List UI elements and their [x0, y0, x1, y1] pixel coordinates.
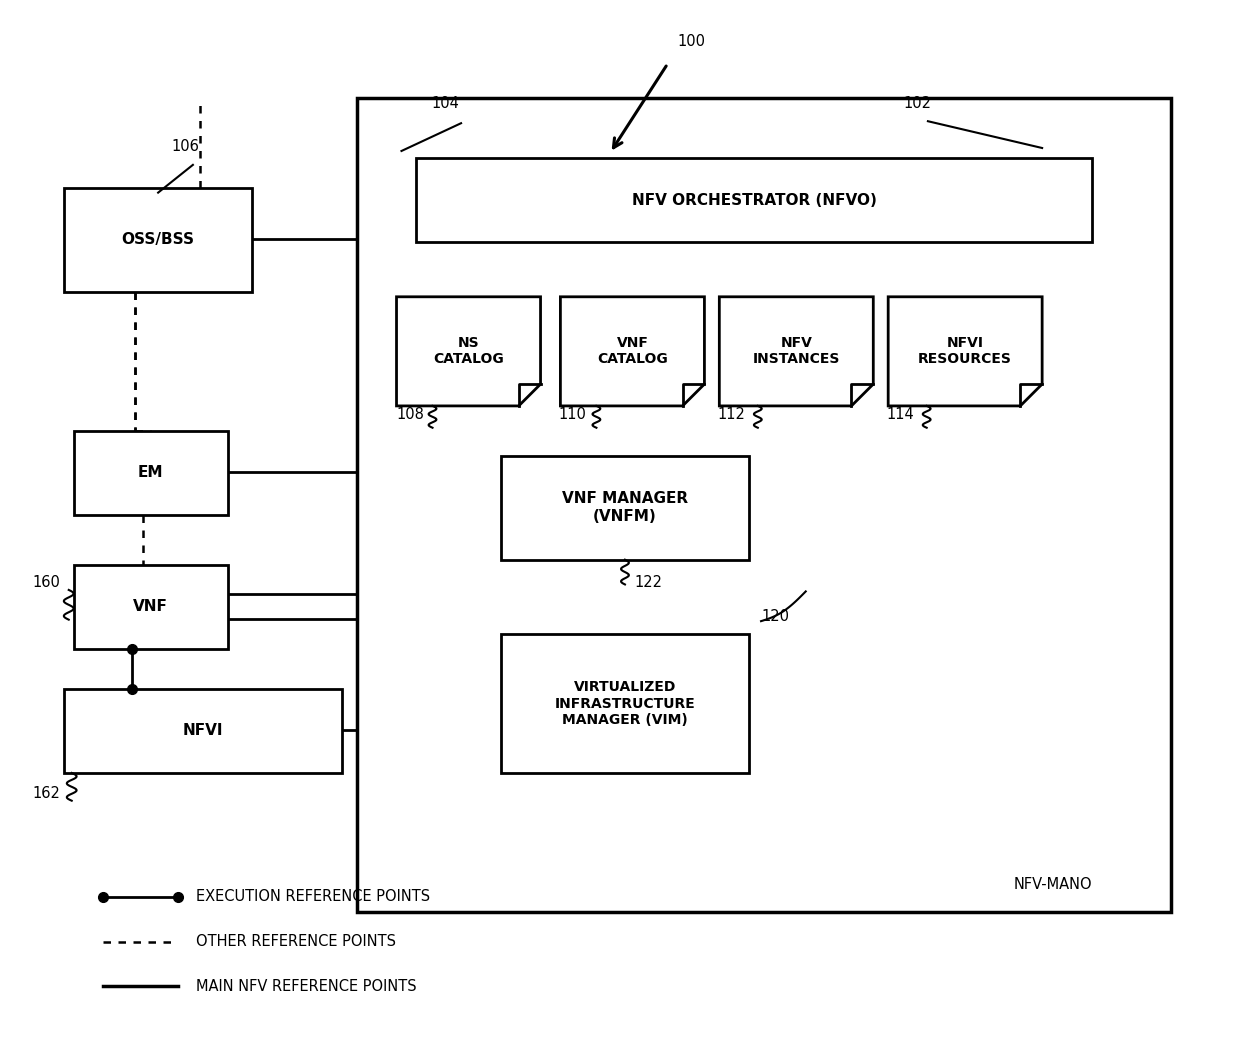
Text: 110: 110: [558, 407, 587, 422]
Text: 122: 122: [635, 576, 663, 590]
Text: EXECUTION REFERENCE POINTS: EXECUTION REFERENCE POINTS: [196, 890, 430, 904]
Text: NFVI
RESOURCES: NFVI RESOURCES: [919, 336, 1012, 366]
Text: VNF
CATALOG: VNF CATALOG: [596, 336, 668, 366]
Polygon shape: [560, 297, 704, 405]
Text: 162: 162: [32, 786, 60, 801]
Text: 102: 102: [903, 96, 931, 111]
Text: 106: 106: [171, 139, 198, 153]
Text: NFV ORCHESTRATOR (NFVO): NFV ORCHESTRATOR (NFVO): [631, 193, 877, 207]
Text: 114: 114: [887, 407, 914, 422]
Text: 108: 108: [397, 407, 424, 422]
Bar: [73, 564, 228, 649]
Text: 160: 160: [32, 576, 60, 590]
Text: VIRTUALIZED
INFRASTRUCTURE
MANAGER (VIM): VIRTUALIZED INFRASTRUCTURE MANAGER (VIM): [554, 680, 696, 727]
Text: 104: 104: [432, 96, 459, 111]
Text: 120: 120: [761, 609, 789, 624]
Text: OTHER REFERENCE POINTS: OTHER REFERENCE POINTS: [196, 934, 396, 949]
Bar: [63, 188, 253, 291]
Bar: [63, 689, 342, 773]
Text: NFVI: NFVI: [182, 723, 223, 738]
Text: OSS/BSS: OSS/BSS: [122, 232, 195, 247]
Text: VNF MANAGER
(VNFM): VNF MANAGER (VNFM): [562, 492, 688, 524]
Polygon shape: [719, 297, 873, 405]
Bar: [73, 430, 228, 515]
Polygon shape: [397, 297, 541, 405]
Bar: [501, 455, 749, 560]
Text: VNF: VNF: [133, 599, 169, 614]
Text: NFV
INSTANCES: NFV INSTANCES: [753, 336, 839, 366]
Text: 112: 112: [718, 407, 745, 422]
Bar: [417, 158, 1091, 243]
Text: 100: 100: [677, 34, 706, 49]
Text: NS
CATALOG: NS CATALOG: [433, 336, 503, 366]
Bar: [357, 99, 1172, 912]
Text: NFV-MANO: NFV-MANO: [1013, 877, 1091, 892]
Text: EM: EM: [138, 466, 164, 480]
Polygon shape: [888, 297, 1042, 405]
Bar: [501, 634, 749, 773]
Text: MAIN NFV REFERENCE POINTS: MAIN NFV REFERENCE POINTS: [196, 979, 417, 993]
